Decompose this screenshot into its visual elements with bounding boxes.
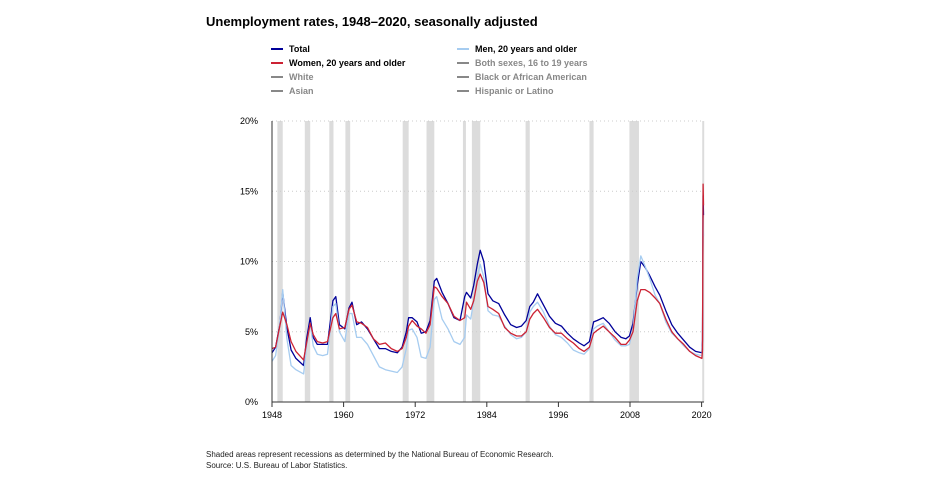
legend-label: Men, 20 years and older: [475, 44, 578, 54]
legend-item-black[interactable]: Black or African American: [457, 71, 587, 84]
legend-item-teens[interactable]: Both sexes, 16 to 19 years: [457, 57, 588, 70]
legend-swatch: [271, 61, 283, 64]
legend-item-white[interactable]: White: [271, 71, 314, 84]
legend-swatch: [271, 89, 283, 92]
recession-band: [304, 121, 311, 402]
legend-label: Hispanic or Latino: [475, 86, 554, 96]
legend-swatch: [457, 61, 469, 64]
x-tick-label: 2020: [692, 410, 712, 420]
legend-label: Black or African American: [475, 72, 587, 82]
axes: 0% 5% 10% 15% 20% 1948 1960 1972 1984 1996 2008 202…: [240, 116, 712, 420]
legend-swatch: [457, 75, 469, 78]
series-line-women-20-years-and-older: [271, 183, 705, 361]
recession-band: [345, 121, 351, 402]
x-tick-label: 2008: [620, 410, 640, 420]
y-tick-label: 0%: [245, 397, 258, 407]
legend-item-total[interactable]: Total: [271, 43, 310, 56]
legend: Total Men, 20 years and older Women, 20 …: [271, 43, 671, 99]
legend-swatch: [457, 89, 469, 92]
legend-label: White: [289, 72, 314, 82]
recession-note: Shaded areas represent recessions as det…: [206, 450, 554, 459]
recession-band: [589, 121, 594, 402]
x-tick-label: 1972: [405, 410, 425, 420]
legend-label: Total: [289, 44, 310, 54]
chart-title: Unemployment rates, 1948–2020, seasonall…: [206, 14, 538, 29]
y-tick-label: 20%: [240, 116, 258, 126]
x-tick-label: 1984: [477, 410, 497, 420]
x-tick-label: 1996: [548, 410, 568, 420]
legend-swatch: [457, 47, 469, 50]
recession-band: [525, 121, 530, 402]
recession-band: [629, 121, 639, 402]
legend-item-women[interactable]: Women, 20 years and older: [271, 57, 405, 70]
legend-item-hispanic[interactable]: Hispanic or Latino: [457, 85, 554, 98]
source-note: Source: U.S. Bureau of Labor Statistics.: [206, 461, 348, 470]
legend-item-men[interactable]: Men, 20 years and older: [457, 43, 577, 56]
recession-band: [402, 121, 409, 402]
series-lines: [271, 183, 705, 375]
recession-band: [426, 121, 435, 402]
legend-item-asian[interactable]: Asian: [271, 85, 314, 98]
series-line-men-20-years-and-older: [271, 217, 705, 375]
x-tick-label: 1948: [262, 410, 282, 420]
y-tick-label: 10%: [240, 257, 258, 267]
legend-label: Women, 20 years and older: [289, 58, 406, 68]
y-tick-label: 5%: [245, 327, 258, 337]
x-tick-label: 1960: [334, 410, 354, 420]
legend-label: Both sexes, 16 to 19 years: [475, 58, 588, 68]
legend-label: Asian: [289, 86, 314, 96]
legend-swatch: [271, 75, 283, 78]
legend-swatch: [271, 47, 283, 50]
recession-band: [329, 121, 334, 402]
y-tick-label: 15%: [240, 186, 258, 196]
